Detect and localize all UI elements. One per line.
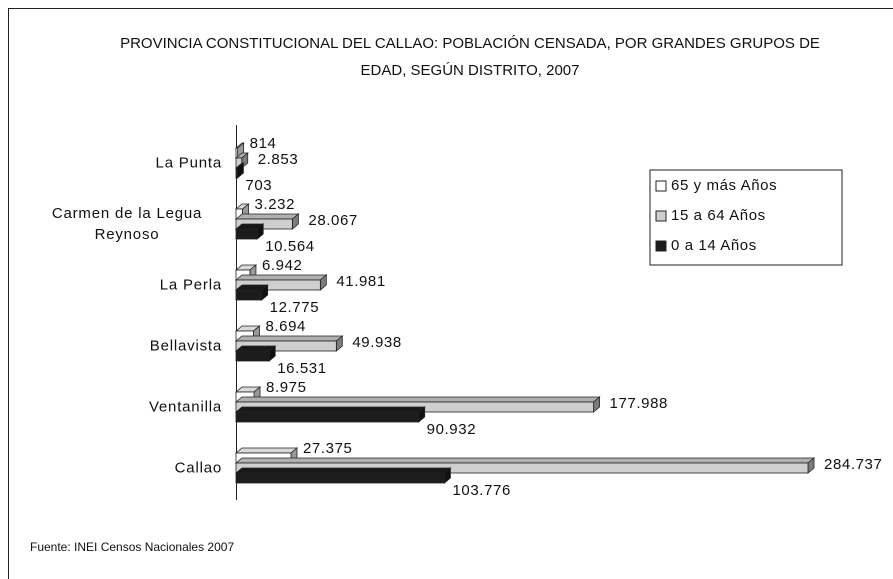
data-label: 6.942 bbox=[262, 257, 303, 274]
legend-swatch bbox=[655, 210, 667, 222]
bar bbox=[235, 462, 809, 474]
bar-top bbox=[234, 345, 277, 352]
legend-box bbox=[649, 169, 843, 266]
bar-top bbox=[234, 457, 816, 464]
y-tick-label: Bellavista bbox=[149, 337, 222, 355]
bar-top bbox=[234, 213, 300, 220]
frame bbox=[8, 8, 893, 579]
bar bbox=[235, 411, 420, 423]
y-tick-label: Ventanilla bbox=[148, 398, 222, 416]
data-label: 27.375 bbox=[303, 440, 352, 457]
bar-top bbox=[234, 447, 299, 454]
data-label: 284.737 bbox=[824, 456, 882, 473]
legend-label: 0 a 14 Años bbox=[671, 237, 757, 254]
bar-top bbox=[234, 406, 426, 413]
bar bbox=[235, 228, 258, 240]
bar-top bbox=[234, 274, 328, 281]
bar bbox=[235, 472, 445, 484]
data-label: 8.975 bbox=[266, 379, 307, 396]
data-label: 49.938 bbox=[352, 334, 401, 351]
bar-top bbox=[234, 396, 601, 403]
data-label: 3.232 bbox=[254, 196, 295, 213]
legend-label: 15 a 64 Años bbox=[671, 207, 766, 224]
data-label: 90.932 bbox=[427, 421, 476, 438]
data-label: 41.981 bbox=[336, 273, 385, 290]
source-note: Fuente: INEI Censos Nacionales 2007 bbox=[30, 540, 235, 554]
data-label: 103.776 bbox=[452, 482, 510, 499]
data-label: 177.988 bbox=[610, 395, 668, 412]
legend-swatch bbox=[655, 180, 667, 192]
y-tick-label: La Punta bbox=[155, 154, 222, 172]
bar bbox=[235, 340, 337, 352]
y-tick-label: Callao bbox=[174, 459, 222, 477]
y-tick-label: Carmen de la Legua Reynoso bbox=[51, 205, 203, 243]
bar-top bbox=[234, 467, 452, 474]
legend-swatch bbox=[655, 240, 667, 252]
chart-title: PROVINCIA CONSTITUCIONAL DEL CALLAO: POB… bbox=[120, 35, 820, 79]
bar bbox=[235, 167, 238, 179]
data-label: 2.853 bbox=[258, 151, 299, 168]
bar-top bbox=[234, 335, 344, 342]
bar bbox=[235, 289, 263, 301]
data-label: 28.067 bbox=[308, 212, 357, 229]
bar bbox=[235, 218, 293, 230]
data-label: 12.775 bbox=[270, 299, 319, 316]
bar bbox=[235, 350, 270, 362]
data-label: 703 bbox=[245, 177, 272, 194]
y-tick-label: La Perla bbox=[159, 276, 222, 294]
data-label: 10.564 bbox=[265, 238, 314, 255]
data-label: 16.531 bbox=[277, 360, 326, 377]
data-label: 8.694 bbox=[265, 318, 306, 335]
data-label: 814 bbox=[250, 135, 277, 152]
bar bbox=[235, 279, 321, 291]
legend-label: 65 y más Años bbox=[671, 177, 777, 194]
